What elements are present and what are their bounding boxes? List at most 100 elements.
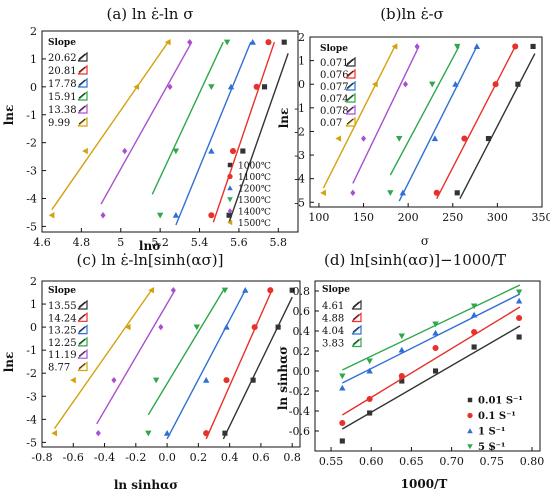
panel-a-slope-stroke-icon bbox=[78, 105, 86, 112]
panel-a-legend-marker bbox=[227, 173, 233, 180]
panel-c-xtick-label: -0.6 bbox=[63, 451, 84, 464]
panel-a-point bbox=[208, 84, 215, 91]
panel-b: (b)ln ε̇-σ lnε σ Slope 100 150 200 250 300 35… bbox=[277, 5, 550, 248]
panel-a-ytick-label: 1 bbox=[30, 53, 37, 66]
panel-b-point bbox=[452, 81, 459, 87]
panel-c-ytick-label: -2 bbox=[26, 367, 37, 380]
panel-d-legend-label-0: 0.01 S⁻¹ bbox=[478, 396, 523, 407]
panel-b-slope-stroke-icon bbox=[346, 106, 354, 113]
panel-c-slope-value-5: 8.77 bbox=[48, 363, 70, 374]
panel-c-fit-line-3 bbox=[147, 289, 224, 416]
panel-a-xtick-label: 5.8 bbox=[270, 236, 288, 249]
panel-a-ytick-label: 2 bbox=[30, 25, 37, 38]
panel-a-point bbox=[172, 212, 180, 218]
panel-a-slope-triangle-icon bbox=[77, 90, 88, 101]
panel-a-ytick-label: -1 bbox=[26, 109, 37, 122]
panel-a-point bbox=[156, 212, 164, 219]
panel-d-series-2 bbox=[339, 293, 523, 391]
panel-a-point bbox=[281, 39, 287, 45]
panel-b-point bbox=[515, 81, 521, 87]
panel-d-point bbox=[432, 344, 439, 352]
panel-d-series-0 bbox=[339, 325, 522, 444]
panel-b-fit-line-3 bbox=[389, 46, 460, 176]
panel-c-point bbox=[111, 376, 117, 384]
panel-a-xtick-label: 5.2 bbox=[151, 236, 169, 249]
panel-a-xtick-label: 4.8 bbox=[73, 236, 91, 249]
panel-c-point bbox=[158, 323, 164, 331]
panel-d-point bbox=[339, 373, 346, 380]
panel-b-point bbox=[512, 43, 519, 50]
panel-b-ylabel: lnε bbox=[277, 108, 291, 129]
panel-b-point bbox=[396, 135, 403, 142]
panel-c-slope-stroke-icon bbox=[78, 338, 86, 345]
panel-c-slope-stroke-icon bbox=[78, 313, 86, 320]
panel-c-fit-line-2 bbox=[166, 289, 246, 440]
panel-a: (a) ln ε̇-ln σ lnε lnσ Slope 4.6 4.8 5 5.2 5… bbox=[2, 5, 299, 253]
panel-c-ytick-label: 2 bbox=[30, 275, 37, 288]
panel-d-series-1 bbox=[339, 306, 523, 427]
panel-d-point bbox=[471, 344, 477, 350]
panel-b-point bbox=[402, 81, 409, 88]
panel-a-ytick-label: -2 bbox=[26, 137, 37, 150]
panel-a-ytick-label: -5 bbox=[26, 220, 37, 233]
panel-a-series-2 bbox=[172, 38, 256, 226]
panel-c-series-1 bbox=[203, 287, 274, 440]
panel-d-point bbox=[366, 367, 373, 374]
panel-a-series-3 bbox=[151, 39, 231, 219]
panel-c-series-0 bbox=[222, 287, 295, 440]
panel-b-ytick-label: -1 bbox=[294, 102, 305, 115]
panel-a-ylabel: lnε bbox=[2, 105, 16, 126]
panel-b-fit-line-5 bbox=[322, 46, 396, 189]
panel-d-slope-value-1: 4.88 bbox=[322, 314, 344, 325]
panel-c-slope-value-4: 11.19 bbox=[48, 350, 77, 361]
panel-a-slope-stroke-icon bbox=[78, 66, 86, 73]
panel-b-point bbox=[360, 135, 367, 142]
panel-a-point bbox=[249, 38, 256, 45]
panel-b-ytick-label: -5 bbox=[294, 196, 305, 209]
panel-a-fit-line-2 bbox=[175, 41, 252, 226]
panel-d-point bbox=[399, 378, 405, 384]
panel-a-series-0 bbox=[226, 39, 289, 223]
panel-b-title: (b)ln ε̇-σ bbox=[380, 5, 444, 23]
panel-d-legend-label-2: 1 S⁻¹ bbox=[478, 427, 505, 438]
panel-c-point bbox=[193, 324, 200, 331]
panel-b-slope-triangle-icon bbox=[345, 56, 356, 67]
panel-b-fit-line-1 bbox=[436, 46, 516, 200]
panel-c-slope-value-3: 12.25 bbox=[48, 338, 77, 349]
panel-c-point bbox=[275, 324, 281, 330]
panel-c: (c) ln ε̇-ln[sinh(ασ)] lnε ln sinhασ Slo… bbox=[2, 251, 301, 492]
panel-d-legend-label-1: 0.1 S⁻¹ bbox=[478, 411, 516, 422]
panel-a-slope-triangle-icon bbox=[77, 77, 88, 88]
panel-d-point bbox=[398, 372, 405, 380]
panel-d-slope-stroke-icon bbox=[352, 339, 360, 345]
panel-d-slope-triangle-icon bbox=[351, 337, 362, 348]
panel-c-slope-triangle-icon bbox=[77, 348, 88, 359]
panel-a-fit-line-4 bbox=[100, 41, 193, 205]
panel-a-slope-triangle-icon bbox=[77, 51, 88, 62]
panel-c-xtick-label: -0.2 bbox=[125, 451, 146, 464]
panel-b-xtick-label: 100 bbox=[308, 211, 329, 224]
panel-b-slope-value-1: 0.076 bbox=[320, 70, 349, 81]
panel-a-point bbox=[253, 83, 260, 90]
panel-a-xtick-label: 5 bbox=[117, 236, 124, 249]
panel-a-point bbox=[187, 38, 193, 46]
panel-a-title: (a) ln ε̇-ln σ bbox=[107, 5, 194, 23]
panel-d-slope-stroke-icon bbox=[352, 326, 360, 333]
panel-c-xtick-label: 0.8 bbox=[283, 451, 301, 464]
panel-a-point bbox=[208, 212, 215, 219]
panel-d-xtick-label: 0.60 bbox=[359, 455, 384, 468]
panel-c-point bbox=[267, 287, 274, 294]
panel-b-point bbox=[414, 43, 420, 50]
panel-a-ytick-label: -3 bbox=[26, 165, 37, 178]
panel-b-slope-value-2: 0.077 bbox=[320, 82, 349, 93]
panel-d-legend-marker bbox=[467, 444, 473, 450]
panel-c-slope-label: Slope bbox=[48, 286, 76, 296]
panel-c-point bbox=[170, 287, 176, 294]
panel-d-slope-triangle-icon bbox=[351, 299, 362, 310]
panel-d-point bbox=[339, 438, 345, 444]
panel-c-title: (c) ln ε̇-ln[sinh(ασ)] bbox=[77, 251, 224, 269]
panel-a-point bbox=[133, 83, 140, 91]
panel-b-point bbox=[335, 135, 342, 142]
panel-b-point bbox=[492, 81, 499, 88]
panel-b-ytick-label: 0 bbox=[298, 78, 305, 91]
